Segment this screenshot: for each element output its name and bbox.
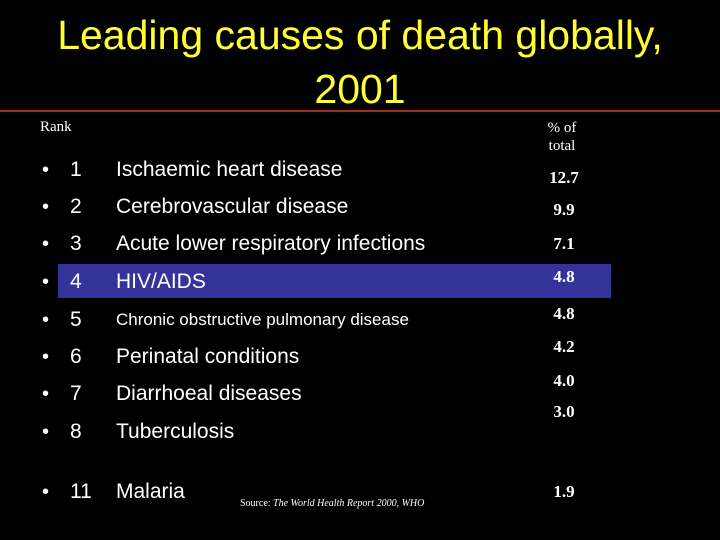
list-item: • 8 Tuberculosis: [0, 414, 720, 450]
percent-value: 4.8: [553, 267, 575, 286]
cause-label: Ischaemic heart disease: [116, 158, 343, 181]
cause-label: Malaria: [116, 480, 185, 503]
rank-column-header: Rank: [40, 119, 72, 135]
percent-column-header: % of total: [532, 119, 592, 155]
rank-number: 7: [70, 382, 82, 405]
source-text: The World Health Report 2000, WHO: [273, 498, 425, 509]
rank-number: 2: [70, 195, 82, 218]
rank-number: 6: [70, 345, 82, 368]
percent-value: 9.9: [553, 200, 575, 219]
percent-value: 4.2: [553, 337, 575, 356]
list-item: • 11 Malaria: [0, 474, 720, 510]
list-item: • 3 Acute lower respiratory infections: [0, 226, 720, 262]
bullet: •: [42, 481, 50, 503]
list-item: • 2 Cerebrovascular disease: [0, 189, 720, 225]
rank-number: 8: [70, 420, 82, 443]
rank-number: 5: [70, 308, 82, 331]
percent-value: 3.0: [553, 402, 575, 421]
cause-label: Chronic obstructive pulmonary disease: [116, 310, 409, 329]
bullet: •: [42, 383, 50, 405]
source-lead: Source:: [240, 498, 271, 509]
percent-header-line-2: total: [548, 138, 576, 154]
rank-number: 4: [70, 270, 82, 293]
bullet: •: [42, 271, 50, 293]
cause-label: Diarrhoeal diseases: [116, 382, 302, 405]
percent-value: 1.9: [553, 482, 575, 501]
percent-value: 7.1: [553, 234, 575, 253]
cause-label: Acute lower respiratory infections: [116, 232, 426, 255]
source-citation: Source: The World Health Report 2000, WH…: [240, 498, 424, 509]
cause-label: Perinatal conditions: [116, 345, 300, 368]
rank-number: 11: [70, 480, 92, 503]
list-item: • 7 Diarrhoeal diseases: [0, 376, 720, 412]
percent-value: 12.7: [549, 168, 579, 187]
rank-number: 1: [70, 158, 82, 181]
bullet: •: [42, 159, 50, 181]
percent-header-line-1: % of: [547, 120, 577, 136]
title-divider: [0, 110, 720, 112]
bullet: •: [42, 196, 50, 218]
bullet: •: [42, 309, 50, 331]
cause-label: HIV/AIDS: [116, 270, 206, 293]
bullet: •: [42, 346, 50, 368]
rank-number: 3: [70, 232, 82, 255]
list-item: • 1 Ischaemic heart disease: [0, 152, 720, 188]
percent-value: 4.0: [553, 371, 575, 390]
cause-label: Tuberculosis: [116, 420, 235, 443]
highlight-bar-hiv-aids: [58, 264, 611, 298]
bullet: •: [42, 421, 50, 443]
list-item-highlighted: • 4 HIV/AIDS: [0, 264, 720, 300]
list-item: • 5 Chronic obstructive pulmonary diseas…: [0, 302, 720, 338]
bullet: •: [42, 233, 50, 255]
percent-value: 4.8: [553, 304, 575, 323]
slide-title-line-1: Leading causes of death globally,: [57, 12, 663, 58]
list-item: • 6 Perinatal conditions: [0, 339, 720, 375]
cause-label: Cerebrovascular disease: [116, 195, 349, 218]
slide-title-line-2: 2001: [314, 66, 406, 112]
